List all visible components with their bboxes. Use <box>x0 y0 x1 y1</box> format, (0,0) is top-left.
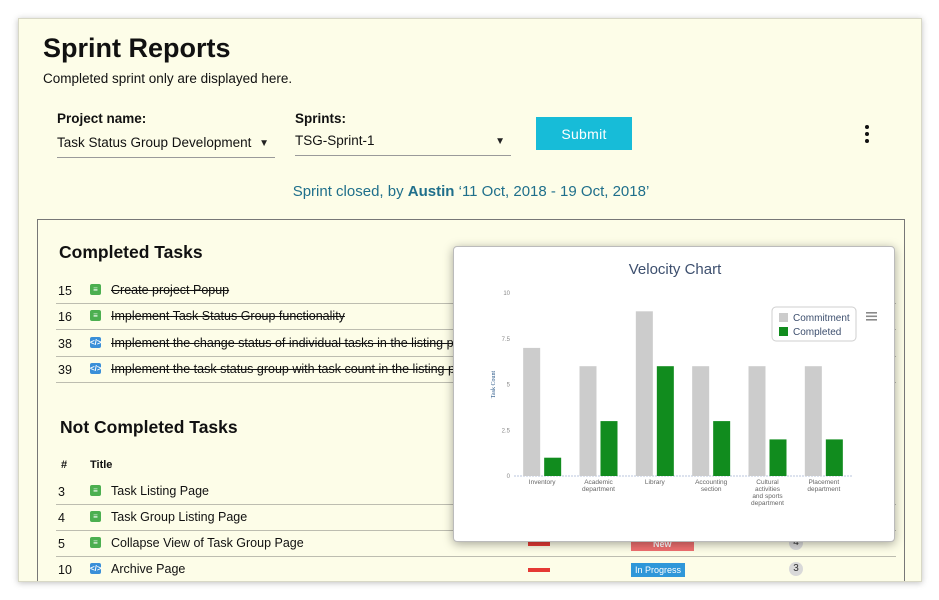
story-icon: ≡ <box>90 310 101 321</box>
task-title-link[interactable]: Archive Page <box>111 562 186 576</box>
project-select-value: Task Status Group Development <box>57 135 252 150</box>
chevron-down-icon: ▼ <box>259 138 269 149</box>
sprint-closed-by-user: Austin <box>407 183 455 200</box>
chart-legend <box>771 306 857 342</box>
task-number: 15 <box>58 284 72 298</box>
legend-swatch <box>779 313 788 322</box>
chart-menu-icon <box>866 315 877 318</box>
x-tick-label: Accounting <box>695 479 728 486</box>
completed-bar <box>713 421 731 476</box>
status-badge: In Progress <box>631 563 686 577</box>
task-title-link[interactable]: Collapse View of Task Group Page <box>111 536 304 550</box>
velocity-chart-popup: Velocity Chart Task Count 0 2.5 5 7.5 10 Invent… <box>453 246 895 542</box>
column-header-title: Title <box>90 459 113 471</box>
story-icon: ≡ <box>90 284 101 295</box>
completed-bar <box>769 439 787 476</box>
task-title-link[interactable]: Task Listing Page <box>111 484 209 498</box>
sprint-reports-app: Sprint Reports Completed sprint only are… <box>18 18 922 582</box>
x-tick-label: department <box>582 486 615 493</box>
story-icon: ≡ <box>90 485 101 496</box>
x-tick-label: Placement <box>808 479 839 486</box>
y-tick-label: 2.5 <box>502 428 511 434</box>
x-tick-label: department <box>751 500 784 507</box>
page-subtitle: Completed sprint only are displayed here… <box>43 71 293 86</box>
task-number: 5 <box>58 537 65 551</box>
sprint-info-prefix: Sprint closed, by <box>292 183 404 200</box>
x-tick-label: Academic <box>584 479 613 486</box>
chart-menu-icon <box>866 319 877 321</box>
commitment-bar <box>804 366 822 476</box>
x-tick-label: section <box>701 486 722 493</box>
y-tick-label: 0 <box>507 474 511 480</box>
task-number: 39 <box>58 363 72 377</box>
sprint-dates: ‘11 Oct, 2018 - 19 Oct, 2018’ <box>458 183 650 200</box>
y-tick-label: 5 <box>507 383 511 389</box>
story-icon: ≡ <box>90 537 101 548</box>
task-count-badge: 3 <box>789 562 803 576</box>
chevron-down-icon: ▼ <box>495 136 505 147</box>
task-number: 16 <box>58 310 72 324</box>
sprint-select-value: TSG-Sprint-1 <box>295 133 375 148</box>
commitment-bar <box>523 347 541 476</box>
commitment-bar <box>635 311 653 476</box>
x-tick-label: department <box>807 486 840 493</box>
y-tick-label: 10 <box>503 291 510 297</box>
chart-title: Velocity Chart <box>629 261 722 278</box>
more-options-icon[interactable] <box>861 125 873 147</box>
task-number: 10 <box>58 563 72 577</box>
x-tick-label: activities <box>755 486 781 493</box>
task-title-link[interactable]: Create project Popup <box>111 283 230 297</box>
code-task-icon: </> <box>90 363 102 374</box>
task-title-link[interactable]: Implement the change status of individua… <box>111 336 488 350</box>
task-number: 3 <box>58 485 65 499</box>
sprint-closed-info: Sprint closed, by Austin ‘11 Oct, 2018 -… <box>19 183 921 200</box>
commitment-bar <box>748 366 766 476</box>
page-title: Sprint Reports <box>43 33 231 63</box>
sprints-label: Sprints: <box>295 111 347 126</box>
task-number: 38 <box>58 337 72 351</box>
task-title-link[interactable]: Task Group Listing Page <box>111 510 248 524</box>
completed-tasks-title: Completed Tasks <box>59 242 203 262</box>
not-completed-tasks-title: Not Completed Tasks <box>60 417 238 437</box>
submit-button[interactable]: Submit <box>536 117 632 150</box>
column-header-number: # <box>61 459 68 471</box>
table-row[interactable]: 10 </> Archive Page In Progress 3 <box>56 557 896 581</box>
project-name-label: Project name: <box>57 111 147 126</box>
story-icon: ≡ <box>90 511 101 522</box>
completed-bar <box>600 421 618 476</box>
task-title-link[interactable]: Implement Task Status Group functionalit… <box>111 309 345 323</box>
commitment-bar <box>579 366 597 476</box>
priority-indicator <box>528 542 550 546</box>
y-axis-label: Task Count <box>491 370 497 398</box>
x-tick-label: Cultural <box>756 479 779 486</box>
chart-menu-icon <box>866 312 877 314</box>
y-tick-label: 7.5 <box>502 337 511 343</box>
priority-indicator <box>528 568 550 572</box>
x-tick-label: Library <box>645 479 666 486</box>
code-task-icon: </> <box>90 563 102 574</box>
legend-label: Commitment <box>793 313 850 324</box>
project-select[interactable]: Task Status Group Development ▼ <box>57 131 275 158</box>
commitment-bar <box>692 366 710 476</box>
completed-bar <box>544 457 562 476</box>
completed-bar <box>825 439 843 476</box>
x-tick-label: Inventory <box>529 479 556 486</box>
legend-swatch <box>779 327 788 336</box>
code-task-icon: </> <box>90 337 102 348</box>
legend-label: Completed <box>793 327 841 338</box>
task-title-link[interactable]: Implement the task status group with tas… <box>111 362 476 376</box>
completed-bar <box>656 366 674 476</box>
velocity-chart: Velocity Chart Task Count 0 2.5 5 7.5 10 Invent… <box>491 261 877 507</box>
x-tick-label: and sports <box>752 493 783 500</box>
task-number: 4 <box>58 511 65 525</box>
sprint-select[interactable]: TSG-Sprint-1 ▼ <box>295 129 511 156</box>
